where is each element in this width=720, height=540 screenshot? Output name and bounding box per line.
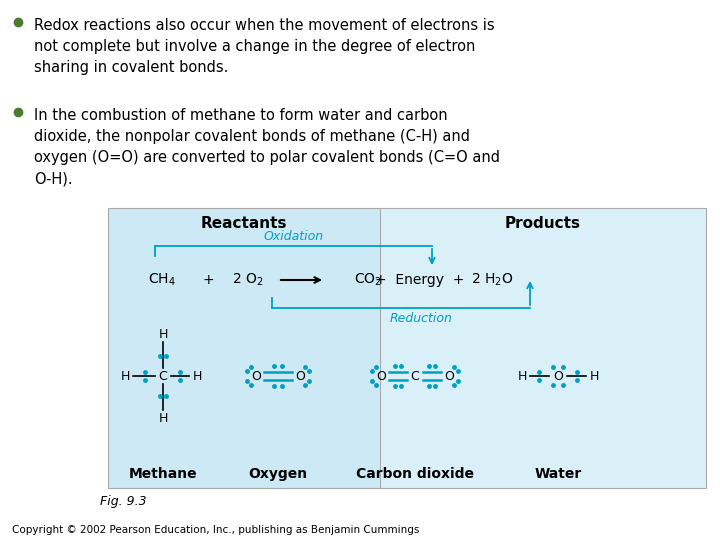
- Text: Methane: Methane: [129, 467, 197, 481]
- Text: +: +: [202, 273, 214, 287]
- Text: H: H: [589, 369, 599, 382]
- Bar: [380, 208, 706, 488]
- Text: Oxygen: Oxygen: [248, 467, 307, 481]
- Text: Products: Products: [505, 217, 581, 232]
- Text: Fig. 9.3: Fig. 9.3: [100, 496, 147, 509]
- Text: Reactants: Reactants: [201, 217, 287, 232]
- Text: Copyright © 2002 Pearson Education, Inc., publishing as Benjamin Cummings: Copyright © 2002 Pearson Education, Inc.…: [12, 525, 419, 535]
- Text: Redox reactions also occur when the movement of electrons is
not complete but in: Redox reactions also occur when the move…: [34, 18, 495, 75]
- Text: +  Energy  +: + Energy +: [375, 273, 464, 287]
- Bar: [108, 208, 380, 488]
- Text: CO$_2$: CO$_2$: [354, 272, 382, 288]
- Text: H: H: [158, 327, 168, 341]
- Text: Reduction: Reduction: [390, 312, 452, 325]
- Text: H: H: [158, 411, 168, 424]
- Text: 2 H$_2$O: 2 H$_2$O: [471, 272, 513, 288]
- Text: Oxidation: Oxidation: [264, 230, 323, 243]
- Text: O: O: [251, 369, 261, 382]
- Bar: [108, 208, 706, 488]
- Text: O: O: [553, 369, 563, 382]
- Text: C: C: [158, 369, 167, 382]
- Text: CH$_4$: CH$_4$: [148, 272, 176, 288]
- Text: Water: Water: [534, 467, 582, 481]
- Text: H: H: [192, 369, 202, 382]
- Text: O: O: [444, 369, 454, 382]
- Text: H: H: [517, 369, 527, 382]
- Text: O: O: [376, 369, 386, 382]
- Text: Carbon dioxide: Carbon dioxide: [356, 467, 474, 481]
- Text: In the combustion of methane to form water and carbon
dioxide, the nonpolar cova: In the combustion of methane to form wat…: [34, 108, 500, 186]
- Text: C: C: [410, 369, 419, 382]
- Text: 2 O$_2$: 2 O$_2$: [233, 272, 264, 288]
- Text: O: O: [295, 369, 305, 382]
- Text: H: H: [120, 369, 130, 382]
